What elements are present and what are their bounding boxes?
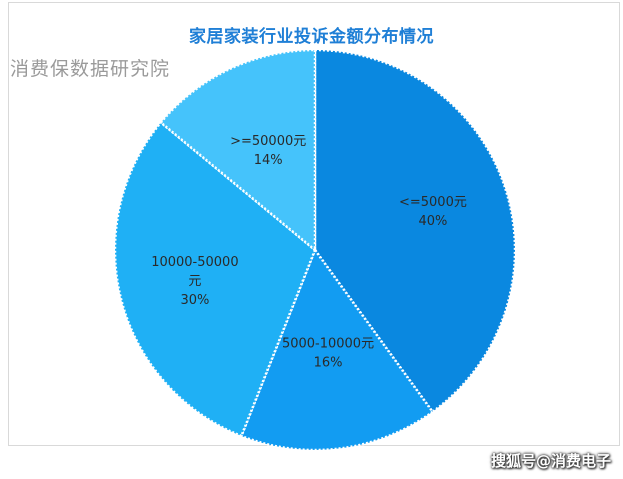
pie-slice [159,48,317,253]
watermark-text: 消费保数据研究院 [10,58,171,80]
credit-watermark: 搜狐号@消费电子 [490,452,611,470]
pie-slice [313,48,517,414]
slice-label: <=5000元 40% [399,195,467,229]
slice-label: >=50000元 14% [230,134,306,168]
slice-label: 10000-50000 元 30% [151,255,238,308]
slice-label: 5000-10000元 16% [282,337,374,371]
pie-slice [113,120,317,438]
chart-title: 家居家装行业投诉金额分布情况 [189,27,434,47]
pie-slice [239,247,435,452]
